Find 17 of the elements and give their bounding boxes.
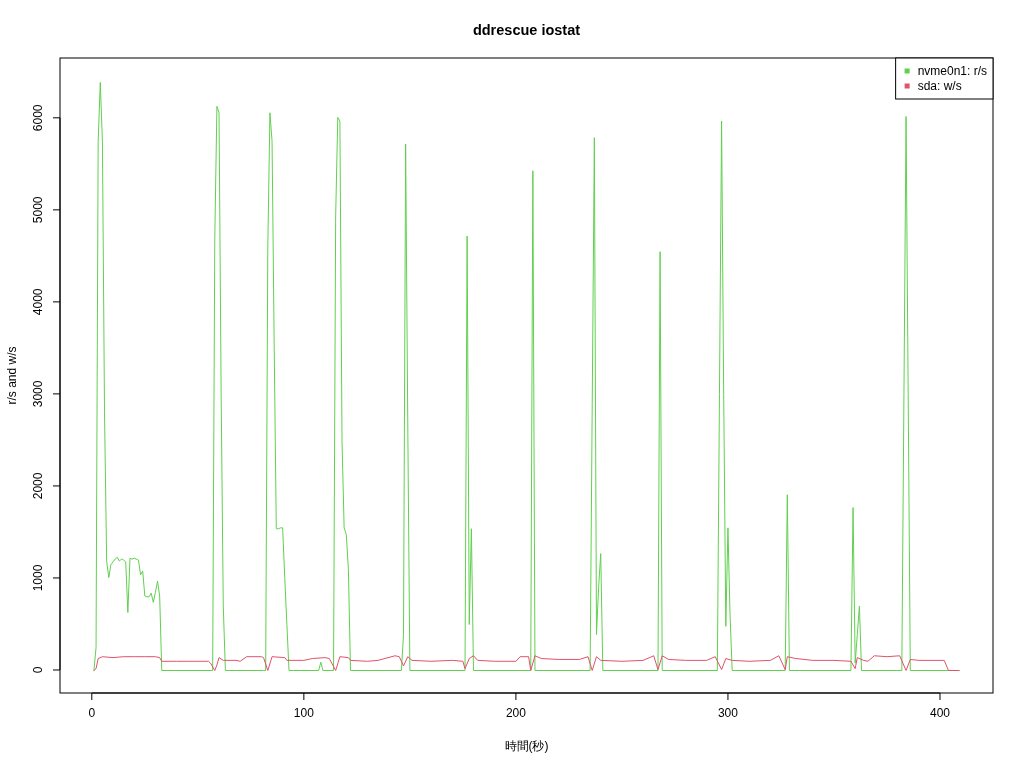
x-tick-label: 0 bbox=[88, 706, 96, 720]
legend-label: sda: w/s bbox=[917, 79, 962, 93]
y-tick-label: 2000 bbox=[31, 472, 45, 500]
y-tick-label: 5000 bbox=[31, 196, 45, 224]
y-tick-label: 6000 bbox=[31, 104, 45, 132]
y-tick-label: 3000 bbox=[31, 380, 45, 408]
y-tick-label: 0 bbox=[31, 666, 45, 674]
x-tick-label: 100 bbox=[293, 706, 315, 720]
y-axis-title: r/s and w/s bbox=[5, 346, 19, 405]
x-tick-label: 400 bbox=[929, 706, 951, 720]
chart-title: ddrescue iostat bbox=[472, 22, 581, 38]
y-tick-label: 1000 bbox=[31, 564, 45, 592]
legend-label: nvme0n1: r/s bbox=[917, 64, 987, 78]
x-axis-title: 時間(秒) bbox=[504, 739, 549, 753]
x-tick-label: 200 bbox=[505, 706, 527, 720]
x-tick-label: 300 bbox=[717, 706, 739, 720]
y-tick-label: 4000 bbox=[31, 288, 45, 316]
